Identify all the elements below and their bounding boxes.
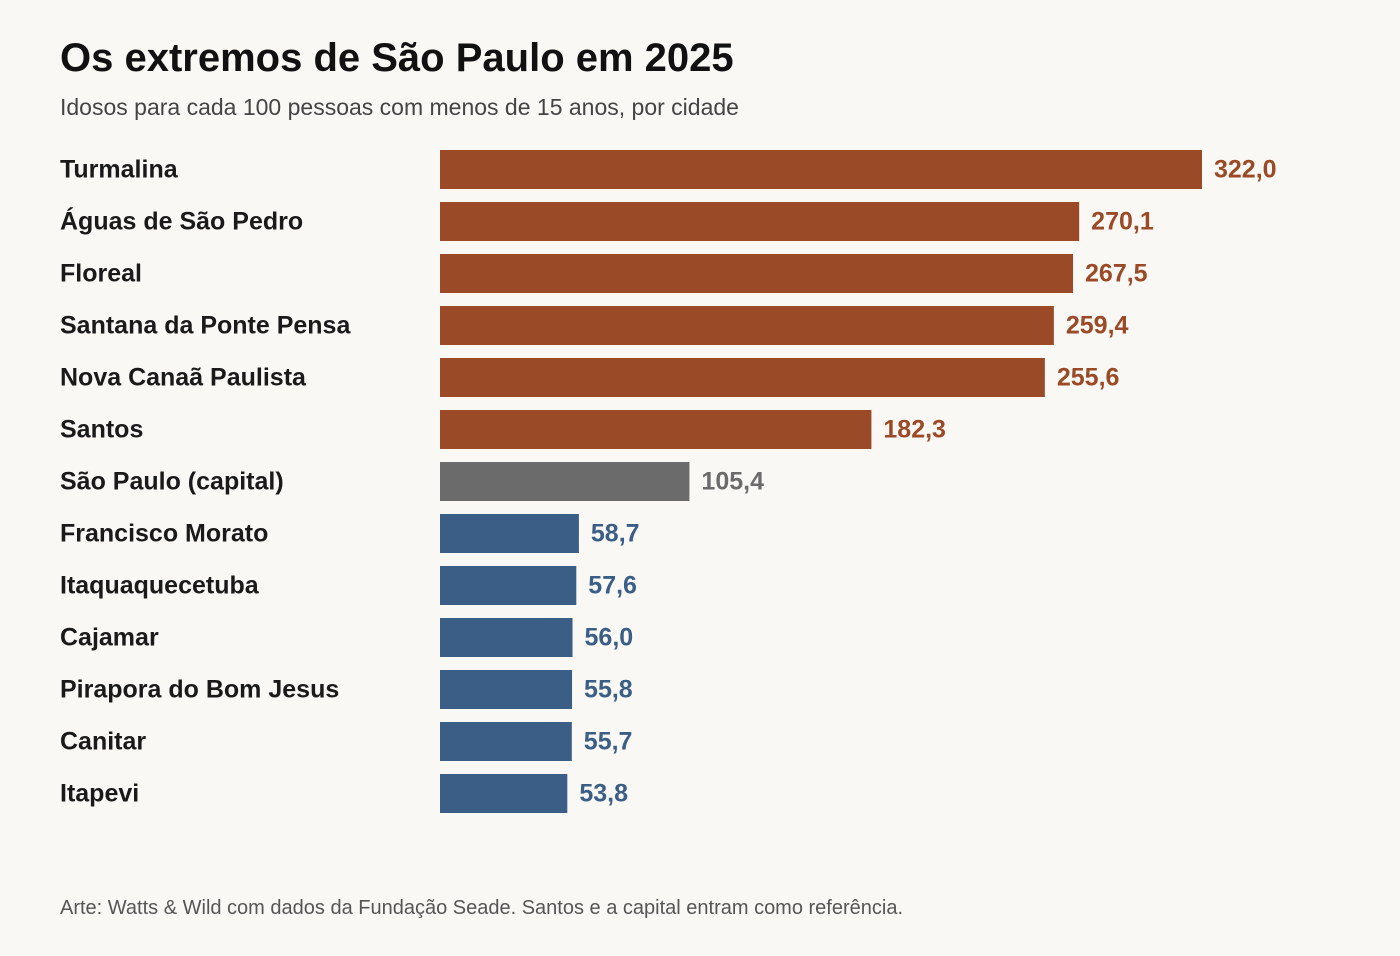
bar-row: Nova Canaã Paulista 255,6 [60,358,1119,397]
value-label: 267,5 [1085,260,1148,288]
bar [440,306,1054,345]
bar [440,618,573,657]
bar [440,202,1080,241]
value-label: 53,8 [579,780,628,808]
bar [440,566,577,605]
value-label: 255,6 [1057,364,1120,392]
category-label: São Paulo (capital) [60,468,284,496]
bar-row: Santana da Ponte Pensa 259,4 [60,306,1129,345]
value-label: 57,6 [588,572,637,600]
value-label: 182,3 [883,416,946,444]
bar-row: Canitar 55,7 [60,722,632,761]
category-label: Francisco Morato [60,520,268,548]
bar [440,514,579,553]
category-label: Nova Canaã Paulista [60,364,307,392]
bar-row: Cajamar 56,0 [60,618,633,657]
bar [440,774,568,813]
category-label: Santos [60,416,143,444]
value-label: 58,7 [591,520,640,548]
bar-row: Itaquaquecetuba 57,6 [60,566,637,605]
category-label: Turmalina [60,156,179,184]
category-label: Pirapora do Bom Jesus [60,676,339,704]
value-label: 105,4 [701,468,764,496]
bar-row: São Paulo (capital) 105,4 [60,462,764,501]
bar-chart: Turmalina 322,0 Águas de São Pedro 270,1 Flo… [60,150,1277,813]
bar-row: Águas de São Pedro 270,1 [60,202,1154,241]
value-label: 259,4 [1066,312,1129,340]
category-label: Canitar [60,728,146,756]
value-label: 322,0 [1214,156,1277,184]
value-label: 55,7 [584,728,633,756]
bar [440,670,573,709]
category-label: Itapevi [60,780,139,808]
chart-subtitle: Idosos para cada 100 pessoas com menos d… [60,94,739,120]
bar [440,722,572,761]
category-label: Floreal [60,260,142,288]
bar [440,254,1074,293]
source-note: Arte: Watts & Wild com dados da Fundação… [60,897,904,919]
bar-row: Floreal 267,5 [60,254,1148,293]
bar-row: Turmalina 322,0 [60,150,1277,189]
bar [440,410,872,449]
bar [440,150,1202,189]
category-label: Águas de São Pedro [60,207,303,236]
category-label: Cajamar [60,624,159,652]
bar [440,462,690,501]
bar [440,358,1045,397]
value-label: 55,8 [584,676,633,704]
value-label: 270,1 [1091,208,1154,236]
bar-row: Santos 182,3 [60,410,946,449]
bar-row: Francisco Morato 58,7 [60,514,640,553]
bar-row: Itapevi 53,8 [60,774,628,813]
bar-row: Pirapora do Bom Jesus 55,8 [60,670,633,709]
category-label: Santana da Ponte Pensa [60,312,351,340]
value-label: 56,0 [585,624,634,652]
chart-title: Os extremos de São Paulo em 2025 [60,36,734,80]
category-label: Itaquaquecetuba [60,572,260,600]
